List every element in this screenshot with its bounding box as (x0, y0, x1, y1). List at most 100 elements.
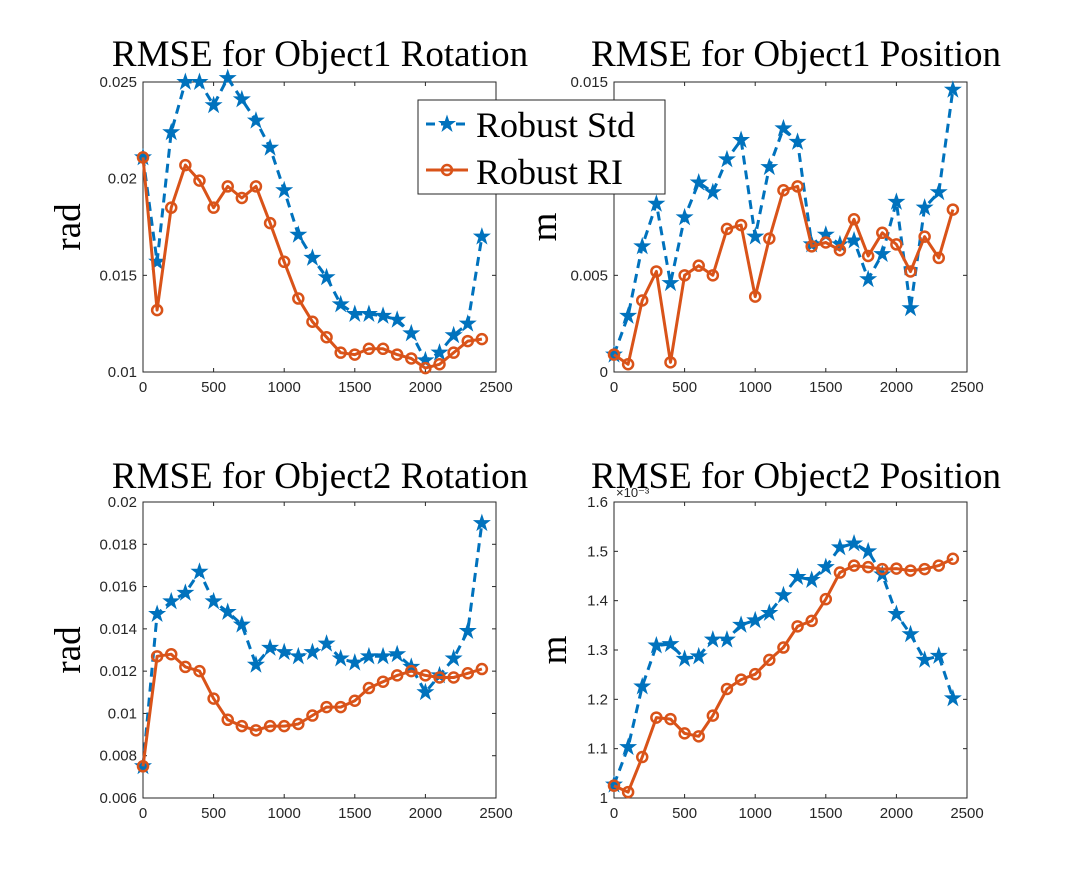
point-robust-ri (235, 719, 249, 733)
point-robust-std (746, 610, 765, 629)
point-robust-ri (904, 564, 917, 577)
y-tick-label: 0.01 (108, 705, 137, 722)
point-robust-ri (348, 694, 362, 707)
point-robust-std (204, 591, 223, 610)
point-robust-ri (918, 230, 931, 243)
x-tick-label: 2000 (409, 805, 442, 822)
y-tick-label: 0.02 (108, 494, 137, 511)
y-tick-label: 0.018 (99, 536, 137, 553)
point-robust-ri (890, 238, 903, 251)
point-robust-std (887, 604, 906, 622)
point-robust-ri (904, 265, 917, 278)
point-robust-ri (433, 671, 446, 684)
x-tick-label: 500 (672, 805, 697, 822)
point-robust-ri (734, 218, 748, 232)
y-tick-label: 1.2 (587, 691, 608, 708)
y-tick-label: 1.3 (587, 642, 608, 659)
y-tick-label: 1.6 (587, 494, 608, 511)
y-tick-label: 1 (600, 790, 608, 807)
panel-title: RMSE for Object1 Position (591, 34, 1001, 75)
point-robust-std (176, 72, 195, 90)
legend-std-label: Robust Std (476, 105, 635, 145)
point-robust-ri (150, 303, 164, 317)
point-robust-ri (607, 348, 621, 361)
point-robust-std (675, 207, 694, 226)
point-robust-std (703, 182, 722, 201)
x-tick-label: 2500 (950, 379, 983, 396)
point-robust-ri (221, 180, 234, 193)
point-robust-ri (164, 647, 178, 661)
point-robust-ri (932, 559, 946, 572)
point-robust-std (943, 688, 962, 707)
point-robust-ri (207, 201, 220, 214)
point-robust-ri (635, 294, 649, 307)
point-robust-std (816, 225, 835, 243)
x-tick-label: 1500 (338, 805, 371, 822)
point-robust-ri (876, 226, 889, 240)
point-robust-ri (235, 191, 249, 205)
point-robust-std (303, 248, 322, 266)
point-robust-ri (334, 346, 347, 359)
panel-object1-rotation: RMSE for Object1 Rotation rad 0 500 1000 15… (48, 34, 528, 396)
point-robust-ri (277, 255, 291, 269)
point-robust-ri (221, 713, 234, 727)
panel-title: RMSE for Object2 Rotation (112, 456, 528, 497)
x-tick-label: 1500 (809, 805, 842, 822)
point-robust-ri (475, 662, 489, 676)
point-robust-ri (306, 709, 319, 722)
point-robust-ri (263, 719, 277, 733)
point-robust-ri (918, 562, 931, 576)
panel-title: RMSE for Object2 Position (591, 456, 1001, 497)
point-robust-ri (664, 712, 677, 726)
x-tick-label: 0 (610, 379, 618, 396)
point-robust-std (661, 273, 680, 292)
series-line-robust-ri (613, 184, 955, 366)
x-tick-label: 1000 (739, 805, 772, 822)
point-robust-std (190, 72, 209, 90)
point-robust-std (901, 298, 920, 317)
point-robust-ri (946, 203, 960, 216)
point-robust-std (402, 323, 421, 342)
x-tick-label: 2500 (950, 805, 983, 822)
plot-area (142, 501, 497, 799)
panel-title: RMSE for Object1 Rotation (112, 34, 528, 75)
y-axis-label: m (524, 212, 565, 241)
y-axis-label: rad (48, 203, 89, 251)
x-tick-label: 1000 (268, 379, 301, 396)
point-robust-ri (306, 315, 319, 328)
x-tick-label: 2000 (880, 805, 913, 822)
point-robust-ri (461, 667, 475, 680)
x-tick-label: 500 (201, 379, 226, 396)
x-tick-label: 500 (672, 379, 697, 396)
point-robust-std (703, 630, 722, 648)
point-robust-ri (164, 201, 178, 214)
y-tick-label: 0.01 (108, 364, 137, 381)
y-tick-label: 0.015 (99, 267, 137, 284)
y-tick-label: 0.008 (99, 748, 137, 765)
legend-box (417, 99, 666, 195)
point-robust-std (190, 562, 209, 580)
plot-area (613, 81, 968, 373)
legend-ri-marker (440, 163, 454, 177)
point-robust-ri (277, 719, 291, 733)
point-robust-ri (193, 664, 206, 678)
x-tick-label: 1500 (338, 379, 371, 396)
point-robust-std (303, 642, 322, 661)
point-robust-ri (748, 290, 762, 303)
point-robust-ri (748, 667, 762, 681)
point-robust-ri (607, 779, 621, 792)
point-robust-ri (179, 660, 192, 674)
point-robust-ri (763, 232, 776, 245)
y-tick-label: 0.006 (99, 790, 137, 807)
y-tick-label: 1.1 (587, 741, 608, 758)
series-line-robust-ri (141, 157, 483, 370)
point-robust-ri (376, 342, 390, 356)
point-robust-ri (362, 342, 376, 356)
point-robust-ri (193, 174, 206, 187)
plot-area (142, 81, 497, 373)
point-robust-ri (833, 566, 847, 579)
point-robust-ri (678, 727, 691, 740)
y-tick-label: 0.015 (570, 74, 608, 91)
point-robust-ri (932, 251, 946, 265)
point-robust-ri (734, 673, 748, 686)
